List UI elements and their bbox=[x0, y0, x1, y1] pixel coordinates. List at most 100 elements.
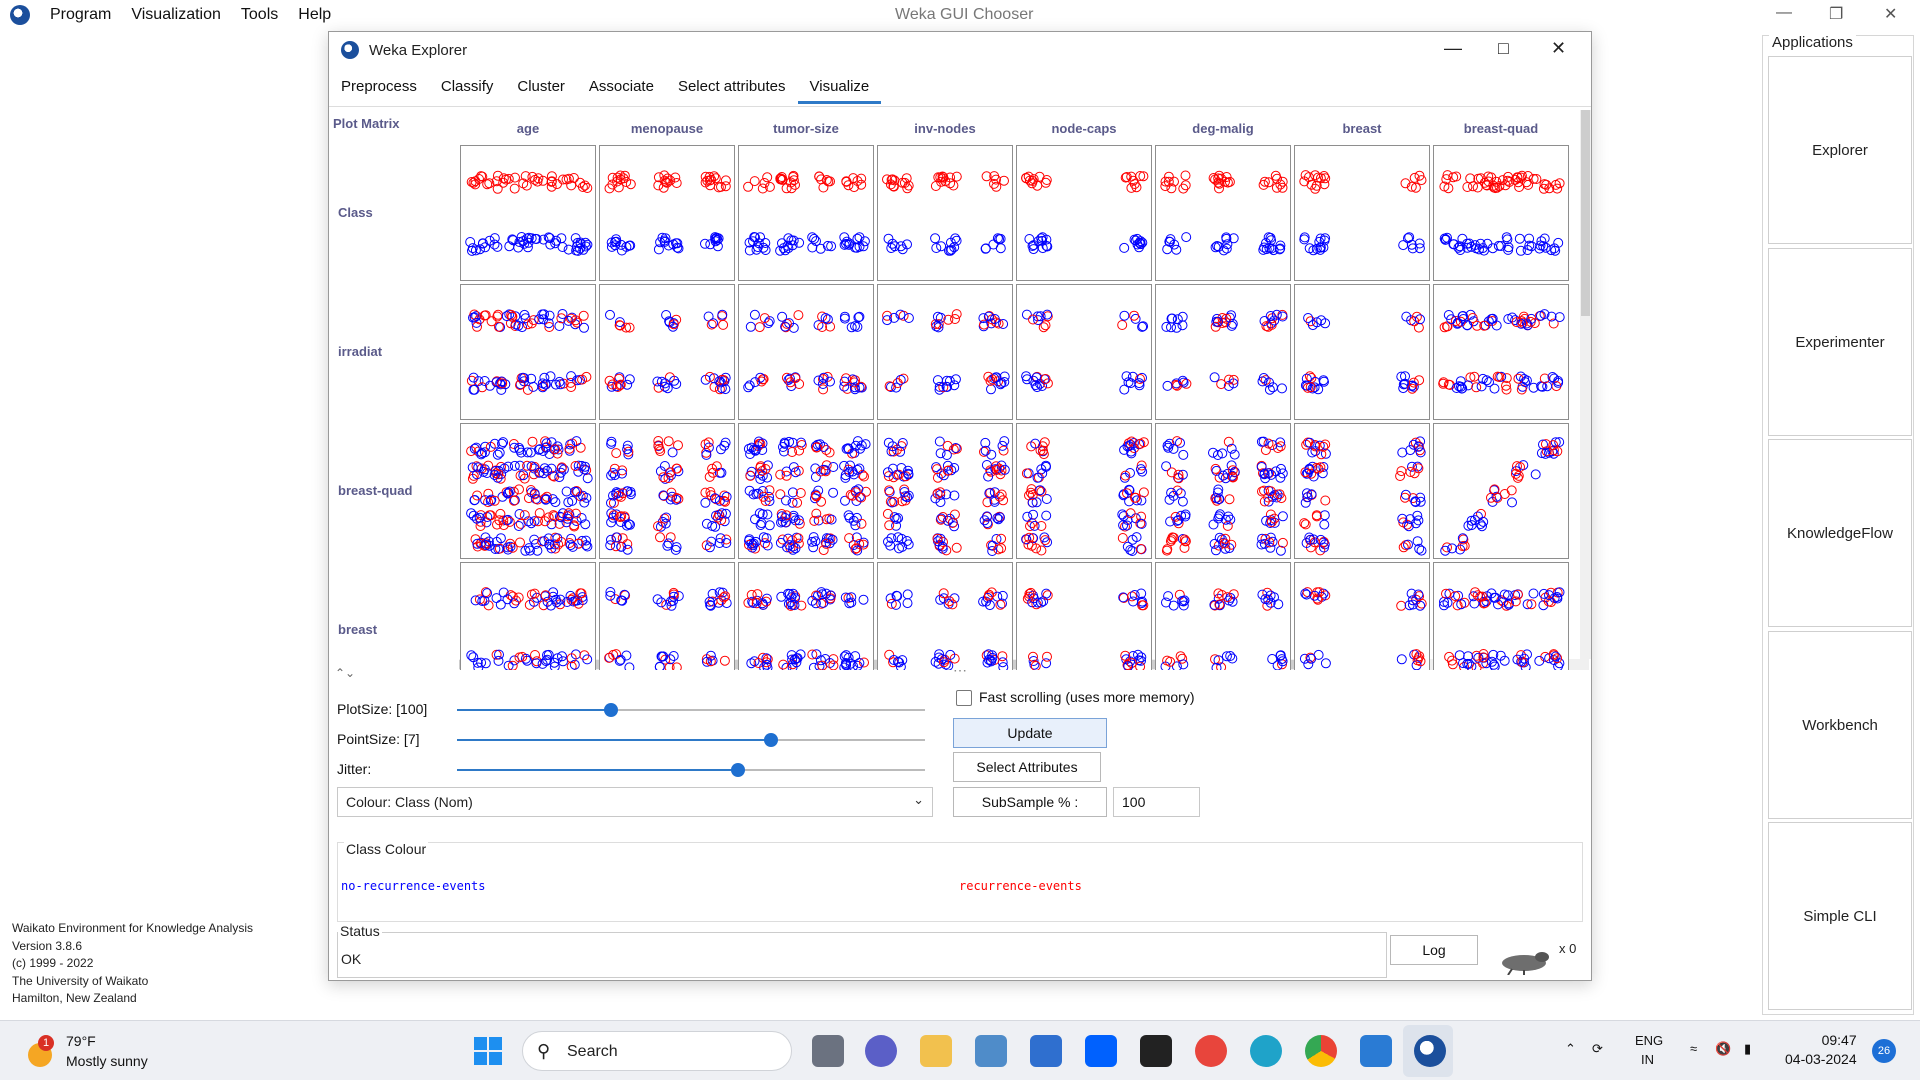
terminal-app-icon[interactable] bbox=[1140, 1035, 1172, 1067]
log-button[interactable]: Log bbox=[1390, 935, 1478, 965]
scatter-cell[interactable] bbox=[460, 423, 596, 559]
scatter-cell[interactable] bbox=[1016, 562, 1152, 670]
scatter-cell[interactable] bbox=[1155, 284, 1291, 420]
knowledgeflow-button[interactable]: KnowledgeFlow bbox=[1768, 439, 1912, 627]
minimize-icon[interactable]: — bbox=[1444, 38, 1462, 58]
notepad-icon[interactable] bbox=[1360, 1035, 1392, 1067]
scatter-cell[interactable] bbox=[1294, 145, 1430, 281]
dropbox-icon[interactable] bbox=[1085, 1035, 1117, 1067]
scatter-cell[interactable] bbox=[460, 562, 596, 670]
scatter-cell[interactable] bbox=[599, 562, 735, 670]
chrome-icon[interactable] bbox=[1305, 1035, 1337, 1067]
weather-temperature[interactable]: 79°F bbox=[66, 1033, 96, 1049]
tab-visualize[interactable]: Visualize bbox=[797, 72, 882, 104]
teams-icon[interactable] bbox=[865, 1035, 897, 1067]
slider-knob[interactable] bbox=[730, 763, 745, 777]
workbench-button[interactable]: Workbench bbox=[1768, 631, 1912, 819]
taskbar-search[interactable]: ⚲ Search bbox=[522, 1031, 792, 1071]
notification-badge[interactable]: 26 bbox=[1872, 1039, 1896, 1063]
subsample-input[interactable]: 100 bbox=[1113, 787, 1200, 817]
chooser-minimize-icon[interactable]: — bbox=[1776, 4, 1792, 21]
battery-icon[interactable]: ▮ bbox=[1744, 1041, 1752, 1056]
scatter-cell[interactable] bbox=[1433, 284, 1569, 420]
scatter-cell[interactable] bbox=[1294, 423, 1430, 559]
experimenter-button[interactable]: Experimenter bbox=[1768, 248, 1912, 436]
scatter-cell[interactable] bbox=[1016, 145, 1152, 281]
chevron-up-icon[interactable]: ⌃ bbox=[1565, 1041, 1576, 1056]
scatter-cell[interactable] bbox=[738, 284, 874, 420]
scatter-cell[interactable] bbox=[877, 562, 1013, 670]
menu-tools[interactable]: Tools bbox=[240, 6, 279, 23]
scatter-cell[interactable] bbox=[877, 423, 1013, 559]
scrollbar-thumb[interactable] bbox=[1581, 110, 1590, 316]
jitter-slider[interactable] bbox=[457, 762, 925, 778]
scatter-point bbox=[986, 656, 997, 667]
tab-cluster[interactable]: Cluster bbox=[517, 78, 565, 95]
scatter-cell[interactable] bbox=[738, 423, 874, 559]
wifi-icon[interactable]: ≈ bbox=[1690, 1041, 1698, 1056]
chevron-down-icon[interactable]: ⌄ bbox=[913, 792, 924, 807]
close-icon[interactable]: ✕ bbox=[1551, 38, 1567, 58]
chooser-close-icon[interactable]: ✕ bbox=[1884, 6, 1898, 23]
panel-splitter[interactable]: ⌃⌄ ⋯ bbox=[329, 662, 1591, 682]
tab-associate[interactable]: Associate bbox=[588, 78, 654, 95]
class-no-recurrence-events[interactable]: no-recurrence-events bbox=[341, 879, 486, 893]
microsoft-store-icon[interactable] bbox=[975, 1035, 1007, 1067]
scatter-cell[interactable] bbox=[1016, 284, 1152, 420]
menu-help[interactable]: Help bbox=[298, 6, 332, 23]
scatter-cell[interactable] bbox=[877, 284, 1013, 420]
menu-visualization[interactable]: Visualization bbox=[131, 6, 221, 23]
splitter-grip-icon[interactable]: ⋯ bbox=[953, 662, 968, 678]
weka-taskbar-icon[interactable] bbox=[1414, 1035, 1446, 1067]
scatter-cell[interactable] bbox=[599, 284, 735, 420]
select-attributes-button[interactable]: Select Attributes bbox=[953, 752, 1101, 782]
scatter-cell[interactable] bbox=[877, 145, 1013, 281]
scatter-cell[interactable] bbox=[599, 423, 735, 559]
edge-icon[interactable] bbox=[1250, 1035, 1282, 1067]
scatter-cell[interactable] bbox=[1155, 145, 1291, 281]
mail-icon[interactable] bbox=[1030, 1035, 1062, 1067]
point-size-slider[interactable] bbox=[457, 732, 925, 748]
simple-cli-button[interactable]: Simple CLI bbox=[1768, 822, 1912, 1010]
region-label[interactable]: IN bbox=[1641, 1052, 1654, 1067]
scatter-cell[interactable] bbox=[1294, 562, 1430, 670]
windows-start-icon[interactable] bbox=[474, 1037, 502, 1065]
colour-select[interactable]: Colour: Class (Nom) ⌄ bbox=[337, 787, 933, 817]
menu-program[interactable]: Program bbox=[50, 6, 112, 23]
task-view-icon[interactable] bbox=[812, 1035, 844, 1067]
speaker-muted-icon[interactable]: 🔇 bbox=[1715, 1041, 1732, 1056]
tab-preprocess[interactable]: Preprocess bbox=[341, 78, 417, 95]
file-explorer-icon[interactable] bbox=[920, 1035, 952, 1067]
scatter-cell[interactable] bbox=[1294, 284, 1430, 420]
scatter-cell[interactable] bbox=[1155, 423, 1291, 559]
language-label[interactable]: ENG bbox=[1635, 1033, 1664, 1048]
scatter-cell[interactable] bbox=[1155, 562, 1291, 670]
scatter-cell[interactable] bbox=[599, 145, 735, 281]
fast-scrolling-checkbox[interactable] bbox=[956, 690, 972, 706]
update-button[interactable]: Update bbox=[953, 718, 1107, 748]
scatter-cell[interactable] bbox=[738, 145, 874, 281]
scatter-cell[interactable] bbox=[1016, 423, 1152, 559]
explorer-button[interactable]: Explorer bbox=[1768, 56, 1912, 244]
collapse-arrows-icon[interactable]: ⌃⌄ bbox=[335, 666, 356, 680]
class-recurrence-events[interactable]: recurrence-events bbox=[959, 879, 1082, 893]
maximize-icon[interactable]: □ bbox=[1498, 38, 1509, 58]
scatter-cell[interactable] bbox=[460, 284, 596, 420]
scatter-cell[interactable] bbox=[460, 145, 596, 281]
subsample-button[interactable]: SubSample % : bbox=[953, 787, 1107, 817]
chooser-restore-icon[interactable]: ❐ bbox=[1829, 6, 1844, 23]
plot-size-slider[interactable] bbox=[457, 702, 925, 718]
scatter-cell[interactable] bbox=[738, 562, 874, 670]
scatter-cell[interactable] bbox=[1433, 562, 1569, 670]
tab-classify[interactable]: Classify bbox=[440, 78, 494, 95]
slider-knob[interactable] bbox=[763, 733, 778, 747]
app-red-icon[interactable] bbox=[1195, 1035, 1227, 1067]
scatter-cell[interactable] bbox=[1433, 145, 1569, 281]
tab-select-attributes[interactable]: Select attributes bbox=[677, 78, 786, 95]
sync-icon[interactable]: ⟳ bbox=[1592, 1041, 1603, 1056]
weather-description[interactable]: Mostly sunny bbox=[66, 1053, 148, 1069]
slider-knob[interactable] bbox=[604, 703, 619, 717]
matrix-vertical-scrollbar[interactable] bbox=[1580, 110, 1591, 659]
scatter-cell[interactable] bbox=[1433, 423, 1569, 559]
clock[interactable]: 09:47 04-03-2024 bbox=[1785, 1031, 1857, 1069]
